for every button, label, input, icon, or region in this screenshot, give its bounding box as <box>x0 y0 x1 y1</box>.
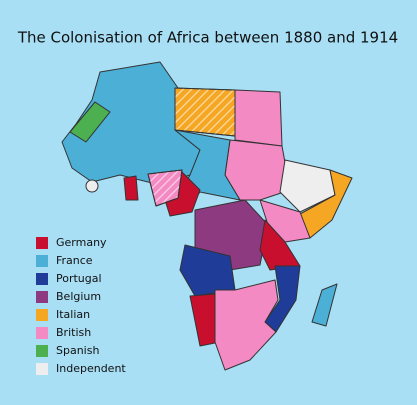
region-madagascar <box>311 283 338 327</box>
region-egypt <box>234 89 283 147</box>
hatch-libya <box>174 87 236 137</box>
legend-swatch <box>36 255 48 267</box>
legend-swatch <box>36 273 48 285</box>
map-title: The Colonisation of Africa between 1880 … <box>17 29 398 47</box>
legend-label: Spanish <box>56 344 99 357</box>
legend: Germany France Portugal Belgium Italian Briti… <box>36 236 126 375</box>
hatch-nigeria <box>147 169 183 207</box>
legend-swatch <box>36 237 48 249</box>
legend-swatch <box>36 291 48 303</box>
legend-label: Italian <box>56 308 90 321</box>
region-togo <box>123 175 139 201</box>
legend-swatch <box>36 345 48 357</box>
region-british-south-africa <box>214 279 279 371</box>
legend-swatch <box>36 363 48 375</box>
region-ethiopia <box>279 159 336 213</box>
legend-label: Germany <box>56 236 107 249</box>
legend-label: Independent <box>56 362 126 375</box>
legend-label: Belgium <box>56 290 101 303</box>
legend-swatch <box>36 327 48 339</box>
legend-label: British <box>56 326 91 339</box>
region-liberia <box>85 179 99 193</box>
legend-swatch <box>36 309 48 321</box>
regions <box>61 61 353 371</box>
region-british-east-africa <box>259 199 311 243</box>
legend-label: France <box>56 254 93 267</box>
region-spanish-sahara <box>69 101 111 143</box>
legend-label: Portugal <box>56 272 102 285</box>
